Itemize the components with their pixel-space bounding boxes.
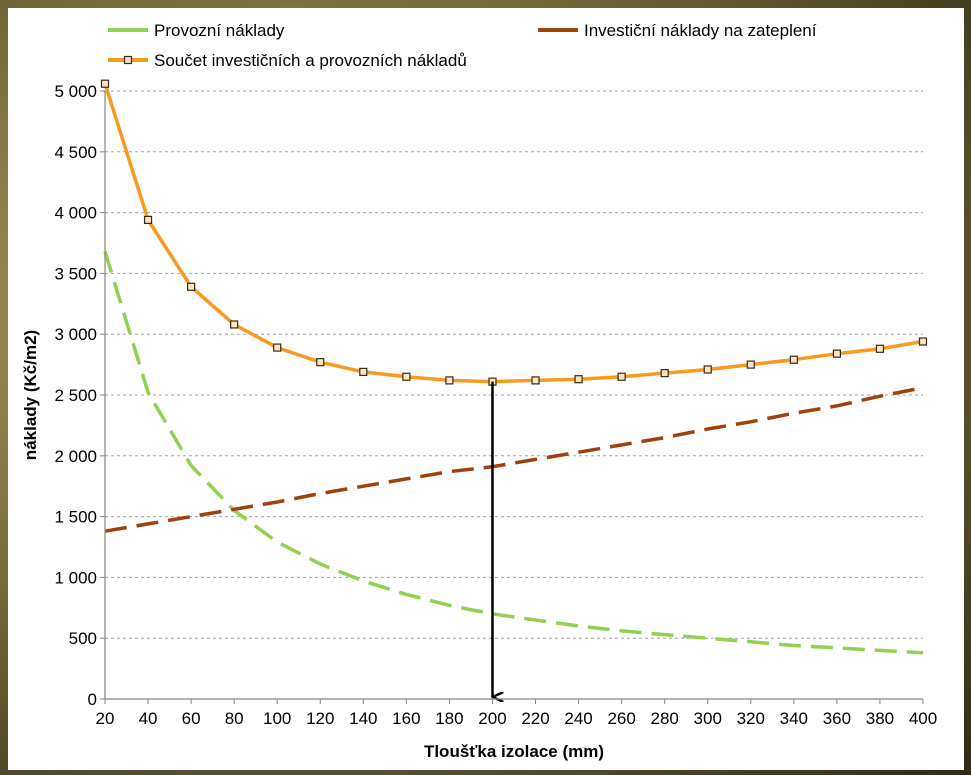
x-tick-label: 320 xyxy=(737,709,765,728)
data-point-marker xyxy=(273,343,282,352)
series-markers xyxy=(100,79,928,386)
data-point-marker xyxy=(703,365,712,374)
data-point-marker xyxy=(100,79,110,88)
x-tick-label: 60 xyxy=(182,709,201,728)
chart-frame: 0 500 1 000 1 500 2 000 2 500 3 000 3 500 4 000 4… xyxy=(8,8,964,770)
legend: Provozní náklady Investiční náklady na za… xyxy=(108,21,817,70)
tick-labels: 0 500 1 000 1 500 2 000 2 500 3 000 3 500 4 000 4… xyxy=(54,82,937,728)
data-point-marker xyxy=(832,349,841,358)
x-tick-label: 80 xyxy=(225,709,244,728)
x-tick-label: 400 xyxy=(909,709,937,728)
y-tick-label: 5 000 xyxy=(54,82,97,101)
x-tick-label: 360 xyxy=(823,709,851,728)
x-tick-label: 160 xyxy=(392,709,420,728)
data-point-marker xyxy=(143,215,153,224)
legend-label-1: Investiční náklady na zateplení xyxy=(584,21,817,40)
x-tick-label: 200 xyxy=(478,709,506,728)
legend-label-2: Součet investičních a provozních nákladů xyxy=(154,51,467,70)
x-axis-title: Tloušťka izolace (mm) xyxy=(424,742,604,761)
y-tick-label: 2 500 xyxy=(54,386,97,405)
data-point-marker xyxy=(875,344,885,353)
legend-marker-2 xyxy=(123,55,133,65)
y-tick-label: 500 xyxy=(69,629,97,648)
y-tick-label: 4 500 xyxy=(54,143,97,162)
data-point-marker xyxy=(746,360,755,369)
y-tick-label: 0 xyxy=(88,690,97,709)
x-tick-label: 100 xyxy=(263,709,291,728)
x-tick-label: 300 xyxy=(694,709,722,728)
data-point-marker xyxy=(187,282,196,291)
axes xyxy=(100,90,924,704)
y-axis-title: náklady (Kč/m2) xyxy=(21,330,40,460)
x-tick-label: 260 xyxy=(607,709,635,728)
x-tick-label: 280 xyxy=(650,709,678,728)
x-tick-label: 180 xyxy=(435,709,463,728)
x-tick-label: 120 xyxy=(306,709,334,728)
x-tick-label: 340 xyxy=(780,709,808,728)
gridlines xyxy=(105,90,923,639)
data-point-marker xyxy=(359,367,368,376)
y-tick-label: 2 000 xyxy=(54,447,97,466)
y-tick-label: 1 500 xyxy=(54,508,97,527)
data-point-marker xyxy=(617,372,626,381)
cost-chart: 0 500 1 000 1 500 2 000 2 500 3 000 3 500 4 000 4… xyxy=(21,21,937,761)
data-point-marker xyxy=(574,375,583,384)
y-tick-label: 3 000 xyxy=(54,325,97,344)
legend-label-0: Provozní náklady xyxy=(154,21,285,40)
x-tick-label: 220 xyxy=(521,709,549,728)
x-tick-label: 380 xyxy=(866,709,894,728)
data-point-marker xyxy=(789,355,798,364)
data-point-marker xyxy=(918,337,928,346)
data-point-marker xyxy=(402,372,411,381)
y-tick-label: 4 000 xyxy=(54,204,97,223)
y-tick-label: 1 000 xyxy=(54,568,97,587)
data-point-marker xyxy=(316,358,325,367)
series-line-0 xyxy=(103,250,924,655)
x-tick-label: 20 xyxy=(96,709,115,728)
series-lines xyxy=(103,83,924,655)
data-point-marker xyxy=(230,320,239,329)
data-point-marker xyxy=(445,376,454,385)
y-tick-label: 3 500 xyxy=(54,264,97,283)
data-point-marker xyxy=(660,369,669,378)
x-tick-label: 40 xyxy=(139,709,158,728)
x-tick-label: 240 xyxy=(564,709,592,728)
series-line-1 xyxy=(104,385,924,533)
x-tick-label: 140 xyxy=(349,709,377,728)
series-line-2 xyxy=(103,83,924,384)
data-point-marker xyxy=(531,376,540,385)
